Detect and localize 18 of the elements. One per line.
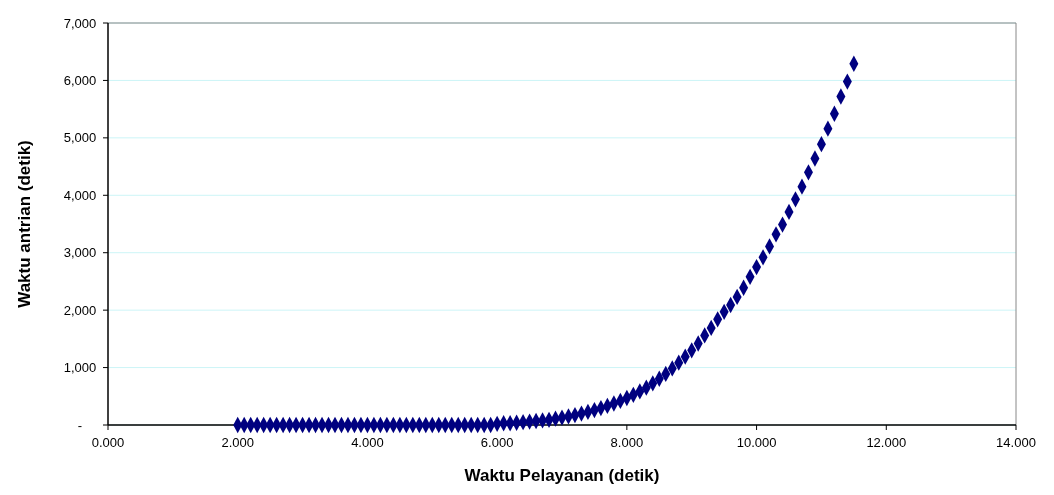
x-axis-title: Waktu Pelayanan (detik) <box>464 466 660 485</box>
x-tick-label: 8.000 <box>610 435 644 450</box>
x-tick-label: 0.000 <box>91 435 125 450</box>
x-tick-label: 14.000 <box>996 435 1036 450</box>
x-tick-label: 12.000 <box>866 435 907 450</box>
y-tick-label: 4,000 <box>63 187 97 203</box>
y-tick-label: 5,000 <box>63 130 97 146</box>
x-tick-label: 10.000 <box>736 435 777 450</box>
y-tick-label: 2,000 <box>63 302 97 318</box>
x-tick-label: 2.000 <box>221 435 254 450</box>
y-axis-title: Waktu antrian (detik) <box>14 140 34 308</box>
y-tick-label: 1,000 <box>63 360 97 376</box>
y-tick-label: 3,000 <box>63 245 97 261</box>
y-tick-label: 7,000 <box>63 15 97 31</box>
x-tick-label: 6.000 <box>480 435 514 450</box>
y-tick-label: 6,000 <box>63 72 97 88</box>
y-tick-label: - <box>77 417 83 433</box>
x-tick-label: 4.000 <box>351 435 384 450</box>
